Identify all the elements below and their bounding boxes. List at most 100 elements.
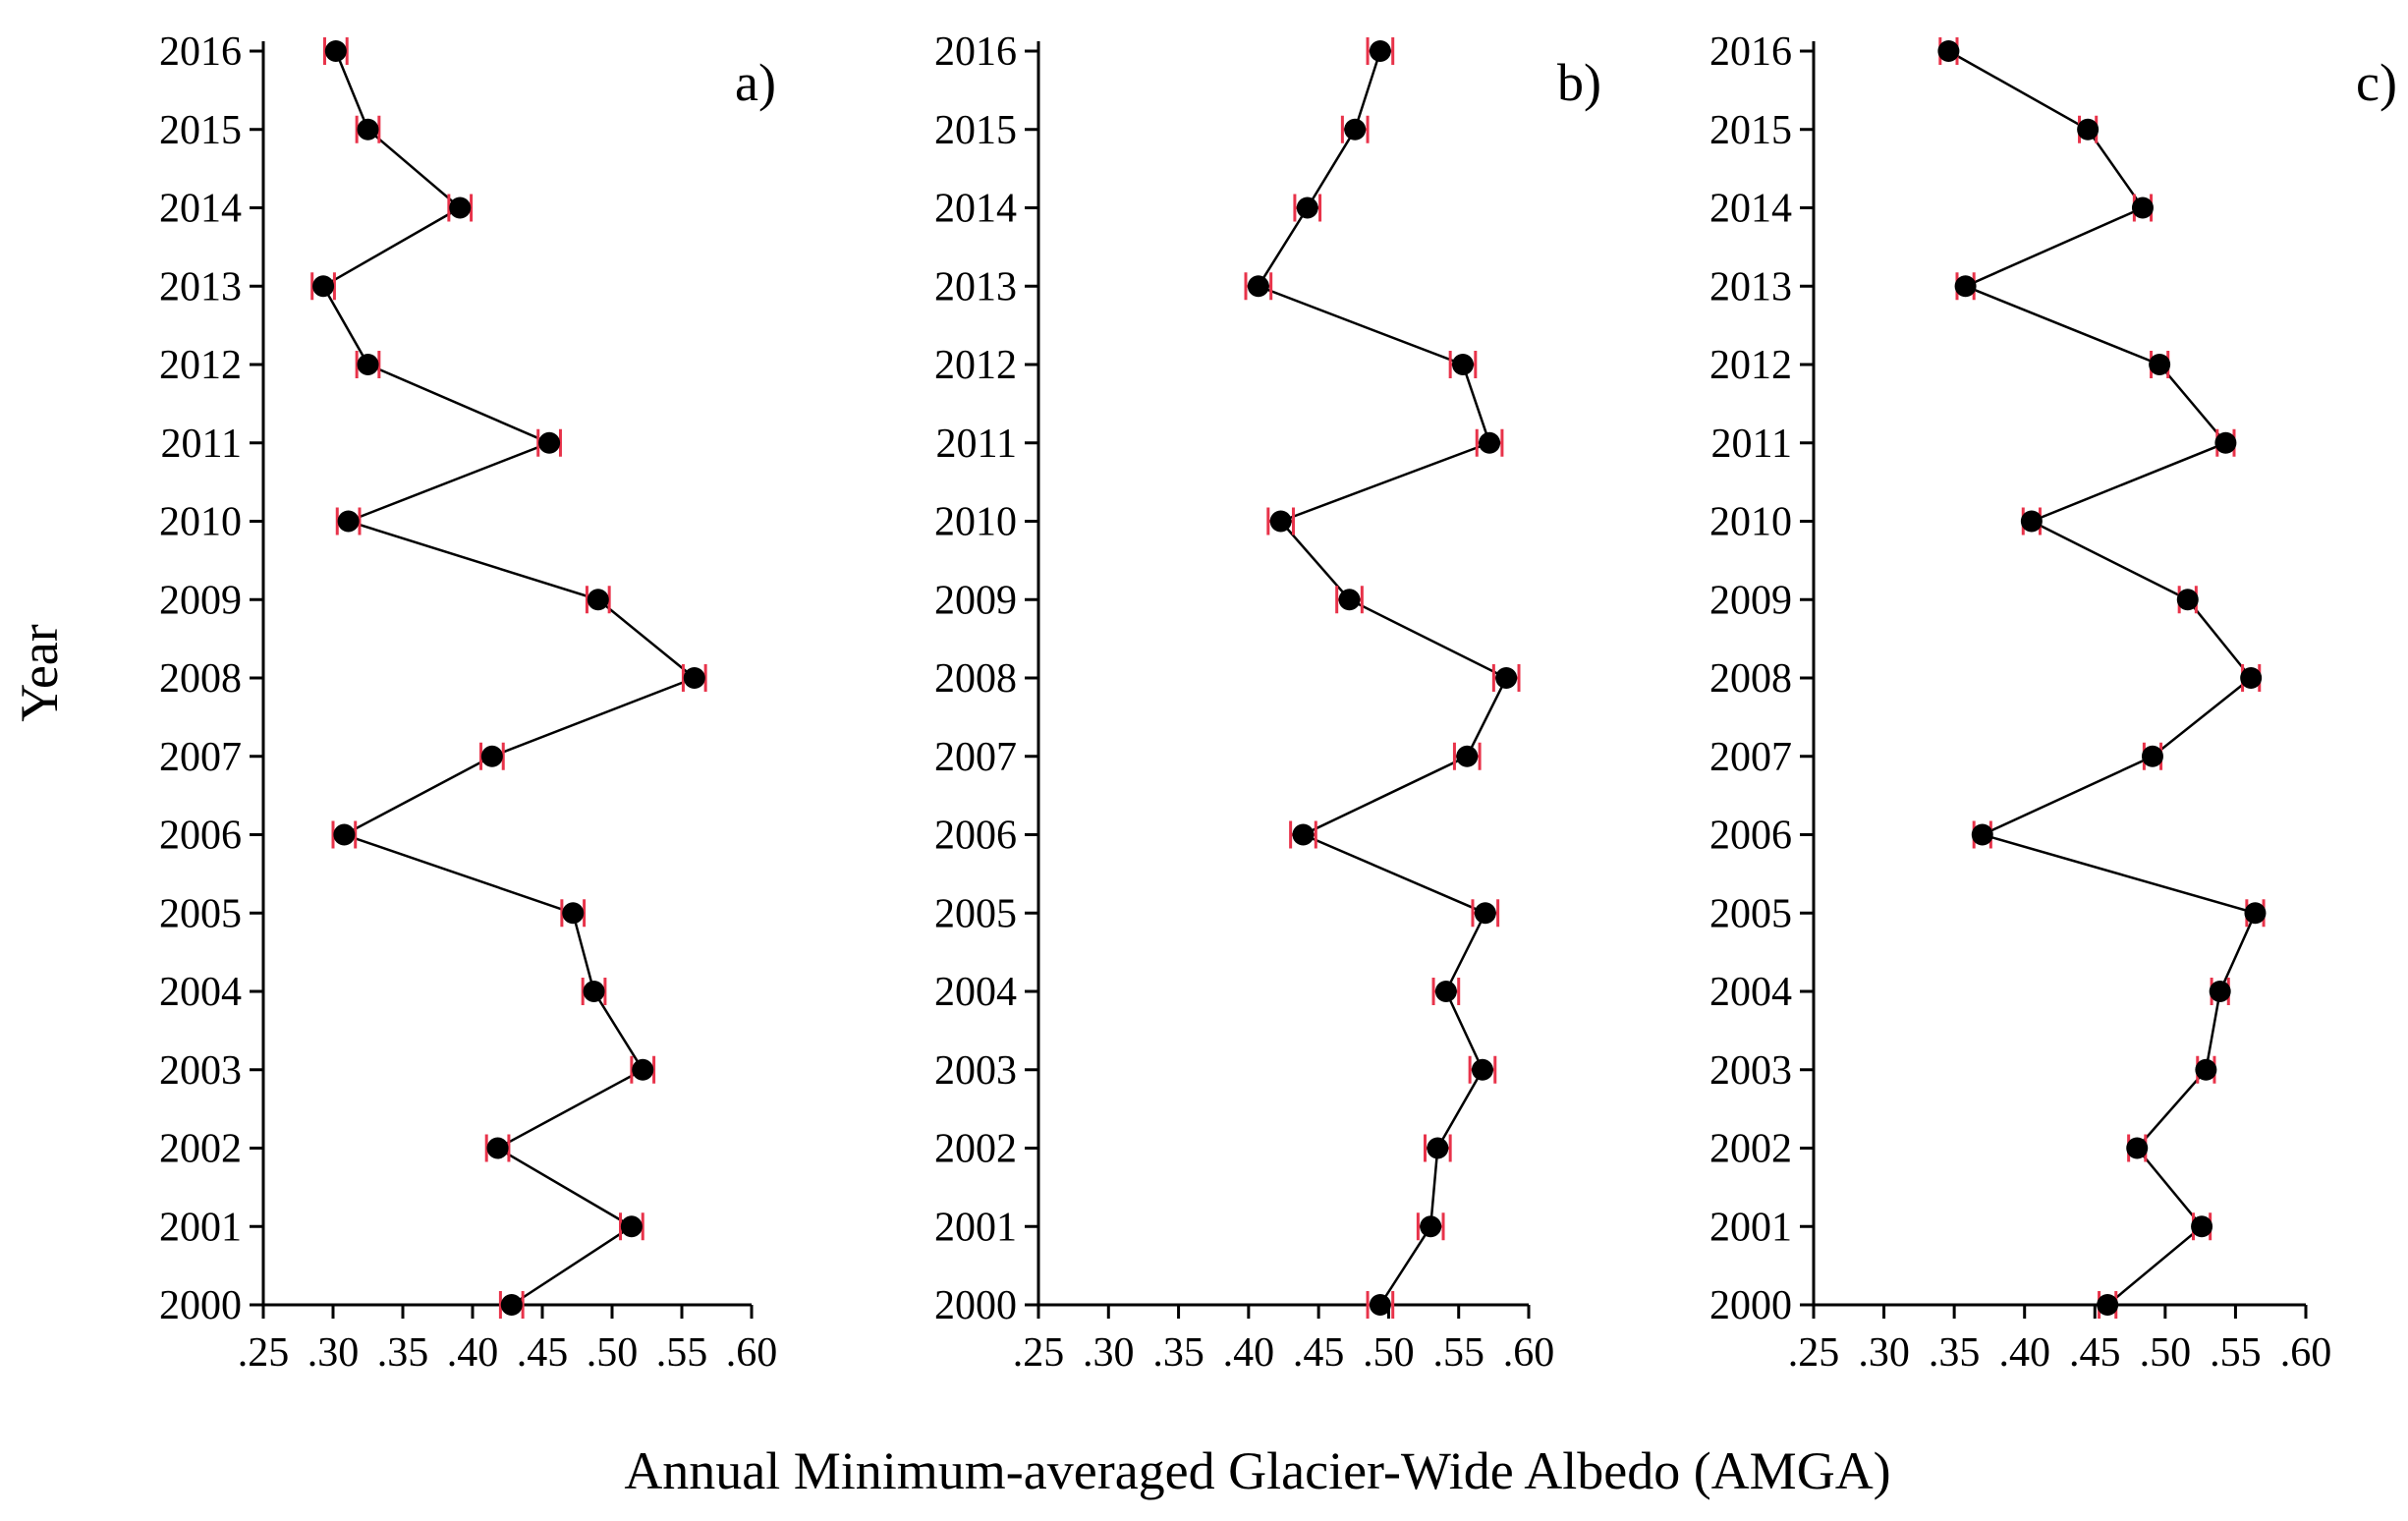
y-tick-label: 2008: [934, 656, 1017, 702]
x-tick-label: .55: [1432, 1330, 1484, 1376]
data-point: [1338, 589, 1361, 611]
y-tick-label: 2010: [1709, 500, 1792, 545]
x-tick-label: .30: [1083, 1330, 1135, 1376]
data-point: [1420, 1215, 1442, 1238]
y-tick-label: 2015: [1709, 108, 1792, 153]
y-tick-label: 2014: [159, 187, 242, 232]
data-point: [480, 745, 503, 767]
data-point: [2214, 431, 2237, 454]
x-tick-label: .50: [2140, 1330, 2192, 1376]
x-tick-label: .60: [726, 1330, 778, 1376]
series-line: [1256, 50, 1508, 1306]
y-tick-label: 2009: [934, 578, 1017, 623]
x-tick-label: .35: [377, 1330, 429, 1376]
data-point: [333, 823, 356, 846]
y-tick-label: 2014: [934, 187, 1017, 232]
y-tick-label: 2012: [159, 343, 242, 388]
x-axis-title: Annual Minimum-averaged Glacier-Wide Alb…: [624, 1441, 1890, 1500]
y-tick-label: 2010: [159, 500, 242, 545]
x-tick-label: .45: [1293, 1330, 1345, 1376]
y-tick-label: 2005: [934, 891, 1017, 936]
y-tick-label: 2008: [159, 656, 242, 702]
panel-label: c): [2356, 53, 2397, 112]
data-point: [1434, 981, 1457, 1002]
y-tick-label: 2002: [1709, 1127, 1792, 1172]
data-point: [2209, 981, 2231, 1002]
y-tick-label: 2000: [934, 1283, 1017, 1328]
y-axis-title: Year: [10, 624, 69, 722]
panel-a: 2000 2001 2002 2003 2004 2005 2006 2007 2008 2009…: [159, 29, 777, 1376]
y-tick-label: 2002: [934, 1127, 1017, 1172]
y-tick-label: 2010: [934, 500, 1017, 545]
y-tick-label: 2012: [1709, 343, 1792, 388]
data-point: [2097, 1294, 2119, 1316]
x-tick-label: .55: [656, 1330, 708, 1376]
series-line: [1947, 49, 2258, 1306]
data-point: [2126, 1137, 2149, 1159]
data-point: [486, 1137, 509, 1159]
y-tick-label: 2002: [159, 1127, 242, 1172]
series-line: [321, 50, 698, 1307]
y-tick-label: 2004: [159, 970, 242, 1015]
x-tick-label: .45: [2069, 1330, 2121, 1376]
data-point: [500, 1294, 523, 1316]
y-tick-label: 2013: [159, 264, 242, 310]
data-point: [1471, 1058, 1493, 1081]
data-point: [1369, 1294, 1391, 1316]
data-point: [357, 118, 379, 141]
data-point: [1495, 667, 1518, 689]
data-point: [1292, 823, 1315, 846]
data-point: [683, 667, 705, 689]
y-tick-label: 2011: [936, 422, 1017, 467]
data-point: [1451, 354, 1474, 375]
y-tick-label: 2005: [1709, 891, 1792, 936]
y-tick-label: 2011: [161, 422, 242, 467]
y-tick-label: 2014: [1709, 187, 1792, 232]
data-point: [2176, 589, 2199, 611]
y-tick-label: 2008: [1709, 656, 1792, 702]
x-tick-label: .60: [2280, 1330, 2332, 1376]
y-tick-label: 2009: [1709, 578, 1792, 623]
data-point: [2244, 902, 2267, 925]
y-tick-label: 2001: [159, 1205, 242, 1250]
panel-c: 2000 2001 2002 2003 2004 2005 2006 2007 2008 2009…: [1709, 29, 2397, 1376]
data-point: [1269, 510, 1292, 533]
data-point: [2020, 510, 2043, 533]
y-tick-label: 2015: [934, 108, 1017, 153]
y-tick-label: 2006: [159, 814, 242, 859]
y-tick-label: 2005: [159, 891, 242, 936]
data-point: [632, 1058, 654, 1081]
y-tick-label: 2007: [159, 735, 242, 780]
y-tick-label: 2016: [1709, 29, 1792, 75]
y-tick-label: 2012: [934, 343, 1017, 388]
data-point: [562, 902, 585, 925]
y-tick-label: 2016: [934, 29, 1017, 75]
data-point: [2149, 354, 2171, 375]
data-point: [2195, 1058, 2217, 1081]
data-point: [583, 981, 605, 1002]
data-point: [2191, 1215, 2213, 1238]
x-tick-label: .40: [447, 1330, 499, 1376]
y-tick-label: 2003: [159, 1048, 242, 1094]
data-point: [312, 275, 335, 298]
y-tick-label: 2003: [934, 1048, 1017, 1094]
x-tick-label: .40: [1223, 1330, 1275, 1376]
data-point: [449, 197, 472, 219]
data-point: [1971, 823, 1993, 846]
data-point: [2141, 745, 2163, 767]
data-point: [1954, 275, 1977, 298]
y-tick-label: 2001: [1709, 1205, 1792, 1250]
data-point: [324, 40, 347, 62]
data-point: [1427, 1137, 1449, 1159]
data-point: [2077, 118, 2100, 141]
data-point: [1474, 902, 1496, 925]
data-point: [538, 431, 561, 454]
data-point: [1369, 40, 1391, 62]
y-tick-label: 2006: [934, 814, 1017, 859]
data-point: [1247, 275, 1269, 298]
y-tick-label: 2013: [1709, 264, 1792, 310]
data-point: [1937, 40, 1960, 62]
y-tick-label: 2000: [1709, 1283, 1792, 1328]
data-point: [620, 1215, 643, 1238]
y-tick-label: 2011: [1711, 422, 1792, 467]
